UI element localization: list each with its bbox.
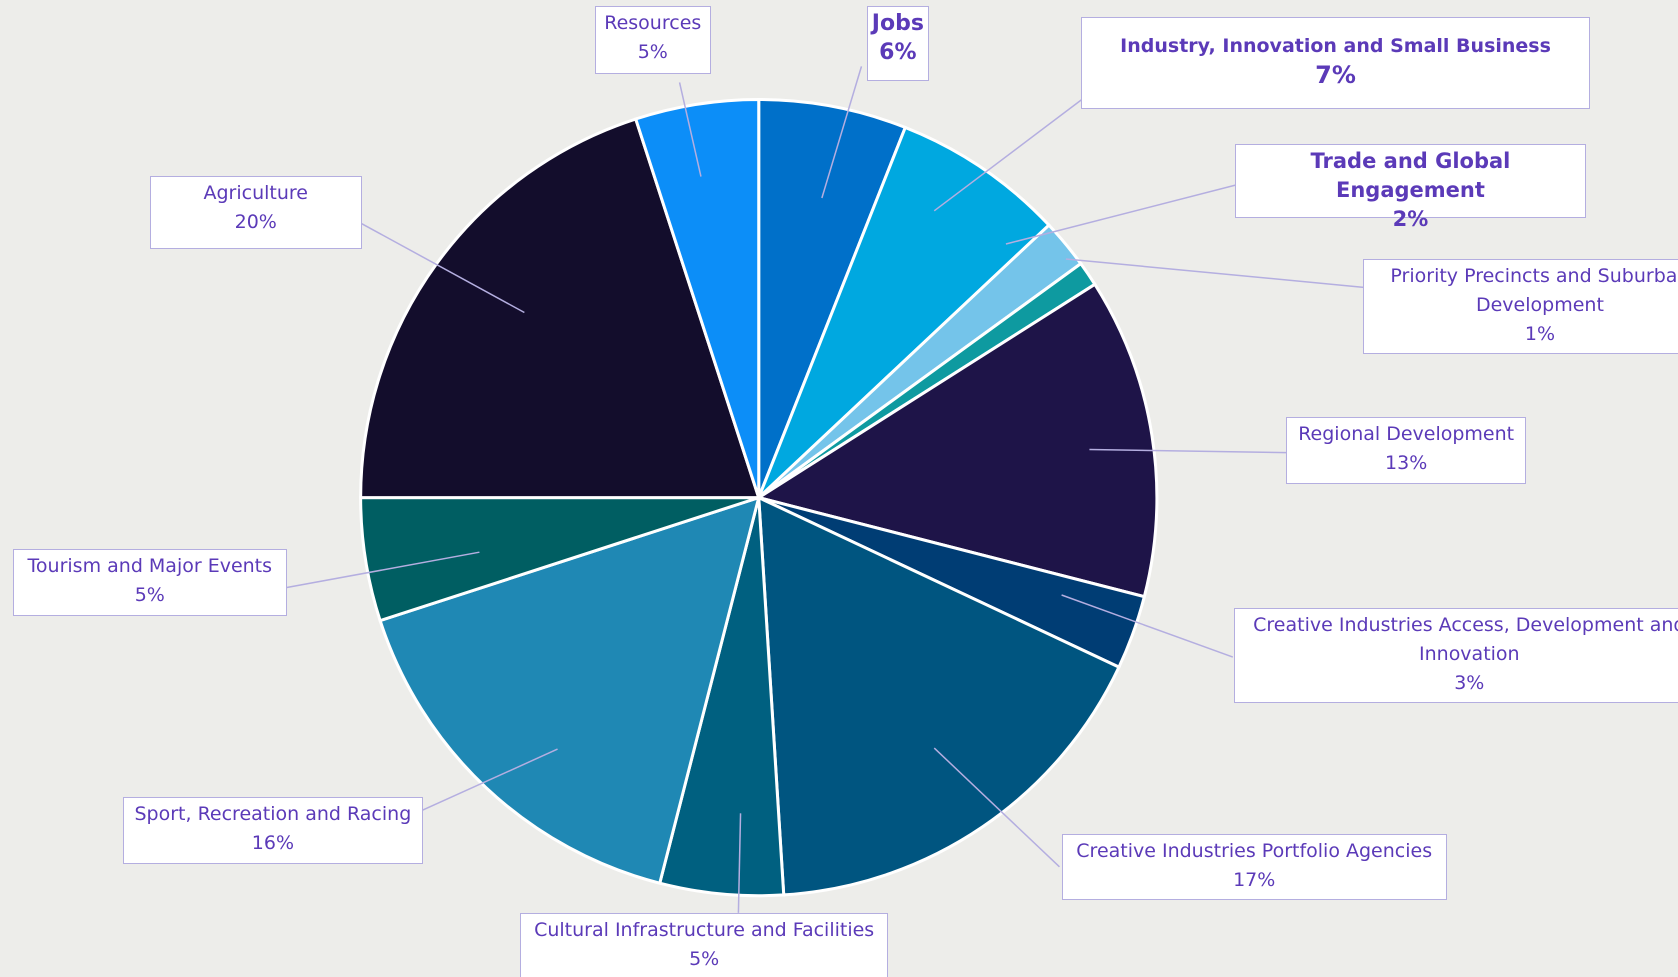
label-value: 2% [1392, 207, 1429, 232]
label-value: 5% [689, 947, 720, 970]
pie-slice [757, 98, 908, 499]
pie-slice [378, 495, 761, 886]
leader-line [286, 551, 480, 589]
pie-slice [757, 495, 1121, 897]
label-name: Creative Industries Access, Development … [1253, 613, 1678, 665]
data-label: Sport, Recreation and Racing 16% [123, 797, 423, 864]
data-label: Cultural Infrastructure and Facilities 5% [520, 912, 889, 977]
label-value: 16% [251, 832, 294, 855]
leader-line [933, 747, 1060, 868]
pie-slice [633, 98, 761, 499]
pie-slice [359, 117, 761, 500]
label-name: Industry, Innovation and Small Business [1120, 35, 1551, 58]
data-label: Jobs 6% [866, 6, 929, 82]
data-label: Trade and Global Engagement 2% [1234, 144, 1586, 231]
leader-line [361, 223, 525, 314]
data-label: Industry, Innovation and Small Business 7… [1080, 17, 1591, 110]
label-value: 17% [1233, 868, 1276, 891]
leader-line [678, 82, 702, 177]
label-value: 20% [234, 210, 277, 233]
label-name: Agriculture [203, 181, 309, 204]
pie-slice [757, 125, 1052, 499]
label-name: Cultural Infrastructure and Facilities [534, 918, 875, 941]
data-label: Regional Development 13% [1286, 417, 1527, 484]
leader-line [1065, 258, 1381, 290]
leader-line [1089, 448, 1287, 454]
leader-line [737, 813, 742, 913]
label-name: Creative Industries Portfolio Agencies [1076, 839, 1433, 862]
label-name: Priority Precincts and Suburban Developm… [1390, 264, 1678, 316]
label-name: Trade and Global Engagement [1310, 149, 1511, 203]
leader-line [821, 66, 863, 199]
label-value: 3% [1454, 671, 1485, 694]
data-label: Agriculture 20% [149, 175, 362, 250]
label-name: Regional Development [1298, 423, 1515, 446]
label-name: Tourism and Major Events [27, 554, 273, 577]
label-name: Sport, Recreation and Racing [134, 803, 412, 826]
leader-line [1061, 594, 1234, 658]
data-label: Creative Industries Portfolio Agencies 17… [1061, 833, 1447, 900]
data-label: Creative Industries Access, Development … [1233, 607, 1678, 704]
label-name: Resources [604, 12, 702, 35]
label-value: 7% [1315, 61, 1356, 90]
leader-line [1005, 179, 1257, 245]
data-label: Priority Precincts and Suburban Developm… [1363, 258, 1678, 355]
label-value: 5% [134, 583, 165, 606]
label-value: 1% [1524, 322, 1556, 345]
data-label: Tourism and Major Events 5% [12, 548, 287, 617]
label-value: 5% [637, 41, 668, 64]
pie-slice [755, 282, 1159, 599]
label-value: 6% [879, 40, 917, 66]
leader-line [422, 748, 558, 811]
label-name: Jobs [871, 11, 924, 37]
data-label: Resources 5% [595, 6, 711, 74]
label-value: 13% [1385, 452, 1428, 475]
